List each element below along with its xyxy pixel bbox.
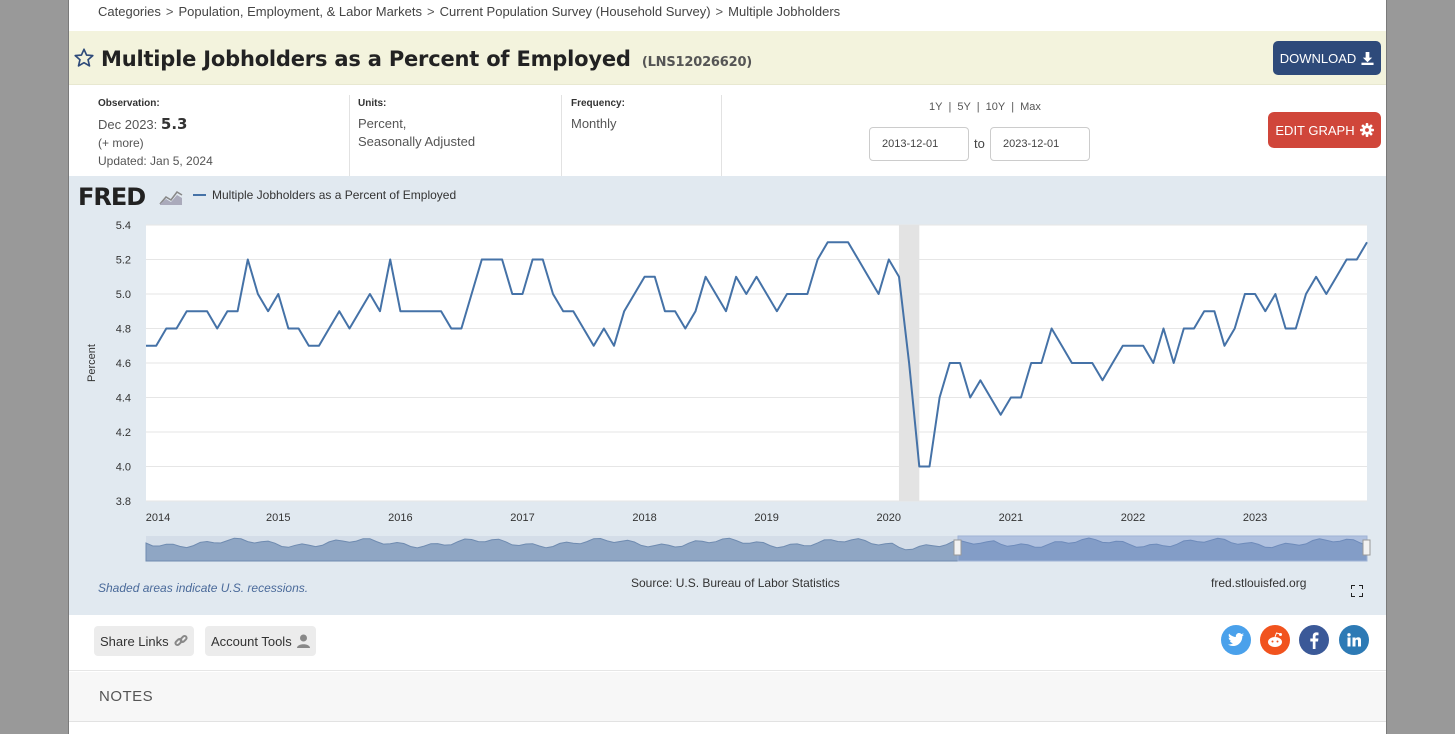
x-tick-label: 2016 (388, 512, 412, 524)
reddit-share-button[interactable] (1260, 625, 1290, 655)
y-tick-label: 3.8 (116, 496, 131, 508)
breadcrumb-multiple-jobholders[interactable]: Multiple Jobholders (728, 4, 841, 19)
chart-legend: Multiple Jobholders as a Percent of Empl… (193, 188, 456, 202)
y-tick-label: 4.6 (116, 358, 131, 370)
y-tick-label: 5.4 (116, 220, 131, 232)
updated-date: Updated: Jan 5, 2024 (98, 154, 213, 168)
frequency-label: Frequency: (571, 98, 625, 109)
navigator-selection (957, 535, 1368, 562)
chart-area: FRED Multiple Jobholders as a Percent of… (69, 176, 1386, 615)
y-tick-label: 4.2 (116, 427, 131, 439)
range-sep: | (948, 101, 952, 113)
linkedin-share-button[interactable] (1339, 625, 1369, 655)
x-tick-label: 2021 (999, 512, 1023, 524)
notes-section: NOTES (69, 672, 1386, 722)
y-tick-label: 5.0 (116, 289, 131, 301)
facebook-icon (1310, 631, 1319, 649)
legend-label: Multiple Jobholders as a Percent of Empl… (212, 188, 457, 202)
breadcrumb: Categories > Population, Employment, & Lab… (98, 4, 841, 19)
y-tick-label: 4.8 (116, 324, 131, 336)
y-axis-label: Percent (86, 344, 98, 382)
twitter-share-button[interactable] (1221, 625, 1251, 655)
navigator-handle-left (953, 539, 962, 556)
link-icon (174, 634, 188, 647)
title-bar: Multiple Jobholders as a Percent of Empl… (69, 31, 1386, 85)
meta-divider (721, 95, 722, 176)
range-max[interactable]: Max (1020, 101, 1041, 113)
x-tick-label: 2023 (1243, 512, 1267, 524)
range-5y[interactable]: 5Y (957, 101, 971, 113)
x-tick-label: 2014 (146, 512, 170, 524)
date-to-input[interactable]: 2023-12-01 (990, 127, 1090, 161)
units-block: Units: Percent, Seasonally Adjusted (358, 95, 475, 151)
y-tick-label: 4.4 (116, 393, 131, 405)
reddit-icon (1268, 632, 1282, 647)
range-1y[interactable]: 1Y (929, 101, 943, 113)
linkedin-icon (1347, 633, 1361, 647)
source-text: Source: U.S. Bureau of Labor Statistics (631, 576, 840, 590)
breadcrumb-categories[interactable]: Categories (98, 4, 161, 19)
x-tick-label: 2020 (877, 512, 901, 524)
observation-date: Dec 2023: (98, 117, 158, 132)
x-tick-label: 2022 (1121, 512, 1145, 524)
legend-swatch (193, 194, 206, 196)
more-link[interactable]: (+ more) (98, 136, 144, 150)
breadcrumb-population[interactable]: Population, Employment, & Labor Markets (178, 4, 422, 19)
fullscreen-icon[interactable] (1351, 585, 1363, 597)
date-from-input[interactable]: 2013-12-01 (869, 127, 969, 161)
x-tick-label: 2015 (266, 512, 290, 524)
star-icon[interactable] (73, 47, 95, 69)
gear-icon (1359, 123, 1374, 137)
observation-block: Observation: Dec 2023: 5.3 (+ more) Upda… (98, 95, 213, 170)
frequency-block: Frequency: Monthly (571, 95, 625, 133)
meta-divider (349, 95, 350, 176)
to-label: to (974, 136, 985, 151)
page-title: Multiple Jobholders as a Percent of Empl… (101, 47, 752, 71)
observation-label: Observation: (98, 98, 160, 109)
download-label: DOWNLOAD (1279, 50, 1357, 66)
range-sep: | (976, 101, 980, 113)
range-sep: | (1011, 101, 1015, 113)
page: Categories > Population, Employment, & Lab… (68, 0, 1387, 734)
observation-value: 5.3 (160, 115, 188, 133)
line-chart: 3.8 4.0 4.2 4.4 4.6 4.8 5.0 5.2 5.4 2014 2015 2016 2… (86, 220, 1371, 562)
range-10y[interactable]: 10Y (985, 101, 1006, 113)
fred-chart-icon (159, 186, 183, 206)
y-tick-label: 4.0 (116, 462, 131, 474)
download-icon (1361, 51, 1374, 65)
share-links-button[interactable]: Share Links (94, 626, 194, 656)
series-line (146, 241, 1368, 468)
edit-graph-label: EDIT GRAPH (1275, 122, 1355, 138)
facebook-share-button[interactable] (1299, 625, 1329, 655)
fred-url[interactable]: fred.stlouisfed.org (1211, 576, 1307, 590)
notes-title: NOTES (99, 688, 154, 705)
user-icon (296, 634, 310, 648)
units-line1: Percent, (358, 116, 407, 131)
navigator-handle-right (1362, 539, 1371, 556)
x-tick-label: 2018 (632, 512, 656, 524)
fred-logo: FRED (78, 183, 146, 211)
tools-bar: Share Links Account Tools (69, 615, 1386, 671)
units-label: Units: (358, 98, 387, 109)
y-tick-label: 5.2 (116, 255, 131, 267)
share-links-label: Share Links (100, 633, 169, 649)
account-tools-button[interactable]: Account Tools (205, 626, 316, 656)
x-tick-label: 2019 (754, 512, 778, 524)
navigator-area (145, 537, 1368, 562)
recession-note: Shaded areas indicate U.S. recessions. (98, 581, 309, 595)
x-tick-label: 2017 (510, 512, 534, 524)
breadcrumb-cps[interactable]: Current Population Survey (Household Sur… (439, 4, 711, 19)
series-title: Multiple Jobholders as a Percent of Empl… (101, 47, 631, 71)
edit-graph-button[interactable]: EDIT GRAPH (1268, 112, 1381, 148)
download-button[interactable]: DOWNLOAD (1273, 41, 1381, 75)
meta-divider (561, 95, 562, 176)
series-meta: Observation: Dec 2023: 5.3 (+ more) Upda… (69, 85, 1386, 176)
account-tools-label: Account Tools (211, 633, 292, 649)
series-id: (LNS12026620) (641, 55, 753, 70)
range-selector: 1Y | 5Y | 10Y | Max (926, 101, 1044, 113)
frequency-value: Monthly (571, 116, 617, 131)
units-line2: Seasonally Adjusted (358, 134, 476, 149)
twitter-icon (1228, 633, 1244, 646)
